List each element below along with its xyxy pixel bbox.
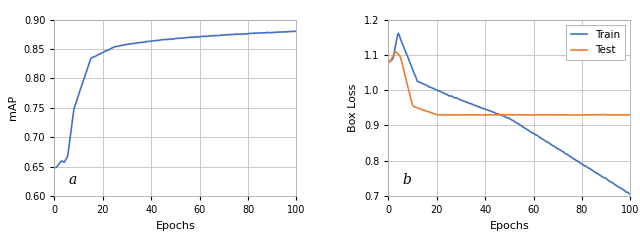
- Train: [627, 192, 634, 195]
- Legend: Train, Test: Train, Test: [566, 25, 625, 61]
- Test: [385, 61, 392, 63]
- Train: [626, 192, 634, 195]
- Test: [496, 113, 504, 116]
- Train: [397, 38, 404, 41]
- Test: [627, 113, 634, 116]
- Test: [397, 57, 404, 60]
- Test: [573, 114, 581, 117]
- Train: [394, 32, 402, 35]
- Train: [620, 188, 627, 191]
- Train: [575, 161, 583, 164]
- Train: [502, 116, 510, 119]
- Test: [620, 113, 627, 116]
- Train: [385, 61, 392, 63]
- Train: [496, 113, 504, 116]
- Test: [392, 51, 399, 54]
- Y-axis label: Box Loss: Box Loss: [348, 84, 358, 132]
- X-axis label: Epochs: Epochs: [490, 220, 529, 231]
- Text: b: b: [403, 173, 412, 187]
- X-axis label: Epochs: Epochs: [156, 220, 195, 231]
- Line: Test: Test: [388, 52, 630, 115]
- Y-axis label: mAP: mAP: [8, 95, 18, 121]
- Test: [502, 113, 510, 116]
- Test: [575, 113, 583, 116]
- Test: [620, 113, 627, 116]
- Line: Train: Train: [388, 33, 630, 194]
- Text: a: a: [69, 173, 77, 187]
- Train: [620, 188, 627, 191]
